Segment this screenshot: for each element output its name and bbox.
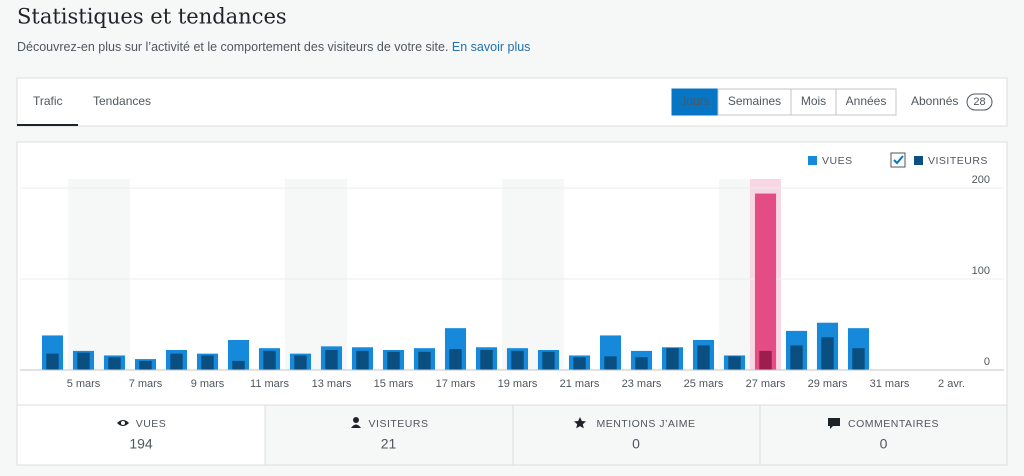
x-tick-label: 11 mars <box>250 378 289 390</box>
summary: VUES 194 VISITEURS 21 MENTIONS J’AIME 0 COMMEN… <box>129 418 939 452</box>
description-text: Découvrez-en plus sur l’activité et le c… <box>17 40 448 54</box>
period-button[interactable] <box>835 88 897 116</box>
eye-pupil <box>121 421 125 425</box>
visitors-bar <box>790 345 803 370</box>
y-tick-label: 200 <box>972 174 990 186</box>
visitors-bar <box>201 355 214 370</box>
period-label: Mois <box>801 94 826 108</box>
tab[interactable]: Trafic <box>33 94 63 108</box>
period-button[interactable] <box>717 88 792 116</box>
visitors-bar <box>573 357 586 370</box>
summary-label: VISITEURS <box>369 418 429 430</box>
visitors-bar <box>759 350 772 370</box>
legend-label: VUES <box>822 155 853 167</box>
summary-inactive <box>264 404 1008 466</box>
visitors-bar <box>294 355 307 370</box>
period-label: Jours <box>680 94 709 108</box>
x-tick-label: 31 mars <box>870 378 910 390</box>
x-tick-label: 19 mars <box>498 378 538 390</box>
visitors-bar <box>511 350 524 370</box>
plot: 0 100 200 5 mars 7 mars 9 mars 11 mars 13 mars 1… <box>20 174 1004 390</box>
visitors-bar <box>418 351 431 370</box>
summary-label: COMMENTAIRES <box>848 418 939 430</box>
summary-value: 0 <box>880 436 888 452</box>
visitors-bar <box>232 360 245 370</box>
visitors-bar <box>46 353 59 370</box>
views-bar <box>754 193 777 370</box>
visitors-bar <box>139 360 152 370</box>
summary-value: 0 <box>632 436 640 452</box>
x-tick-label: 21 mars <box>560 378 600 390</box>
x-tick-label: 27 mars <box>746 378 786 390</box>
x-tick-label: 29 mars <box>808 378 848 390</box>
weekend-band <box>502 179 564 370</box>
visitors-bar <box>821 337 834 370</box>
tab[interactable]: Tendances <box>93 94 151 108</box>
y-tick-label: 0 <box>984 356 990 368</box>
summary-value: 21 <box>381 436 397 452</box>
x-tick-label: 7 mars <box>129 378 163 390</box>
star-icon <box>574 417 586 429</box>
description: Découvrez-en plus sur l’activité et le c… <box>17 40 530 54</box>
visitors-bar <box>666 348 679 370</box>
person-body <box>351 424 361 428</box>
visitors-bar <box>387 351 400 370</box>
visitors-bar <box>697 345 710 370</box>
visitors-bar <box>77 352 90 370</box>
followers-label[interactable]: Abonnés <box>911 94 958 108</box>
legend-swatch <box>914 156 923 165</box>
followers-count: 28 <box>973 96 985 108</box>
x-tick-label: 13 mars <box>312 378 352 390</box>
visitors-bar <box>542 351 555 370</box>
x-tick-label: 25 mars <box>684 378 724 390</box>
followers-badge <box>966 93 993 111</box>
summary-label: VUES <box>136 418 167 430</box>
period-label: Semaines <box>728 94 781 108</box>
x-tick-label: 15 mars <box>374 378 414 390</box>
y-tick-label: 100 <box>972 265 990 277</box>
tab-underline <box>17 124 78 126</box>
learn-more-link[interactable]: En savoir plus <box>452 40 531 54</box>
x-tick-label: 2 avr. <box>938 378 965 390</box>
check-mark <box>893 155 904 165</box>
x-tick-label: 9 mars <box>191 378 225 390</box>
x-tick-label: 17 mars <box>436 378 476 390</box>
visitors-bar <box>449 349 462 370</box>
summary-value: 194 <box>129 436 153 452</box>
x-tick-label: 23 mars <box>622 378 662 390</box>
summary-label: MENTIONS J’AIME <box>596 418 695 430</box>
period-button-active[interactable] <box>671 88 719 116</box>
legend-label: VISITEURS <box>928 155 988 167</box>
weekend-band <box>68 179 130 370</box>
legend-checkbox[interactable] <box>890 152 906 168</box>
page-title: Statistiques et tendances <box>17 5 287 29</box>
visitors-bar <box>263 350 276 370</box>
visitors-bar <box>325 349 338 370</box>
visitors-bar <box>728 356 741 370</box>
visitors-bar <box>170 353 183 370</box>
visitors-bar <box>635 357 648 370</box>
legend-swatch <box>808 156 817 165</box>
visitors-bar <box>604 356 617 370</box>
person-icon <box>353 417 359 423</box>
visitors-bar <box>108 357 121 370</box>
comment-icon <box>828 418 840 429</box>
visitors-bar <box>356 350 369 370</box>
weekend-band <box>285 179 347 370</box>
period-label: Années <box>846 94 887 108</box>
visitors-bar <box>480 349 493 370</box>
visitors-bar <box>852 348 865 370</box>
x-tick-label: 5 mars <box>67 378 101 390</box>
